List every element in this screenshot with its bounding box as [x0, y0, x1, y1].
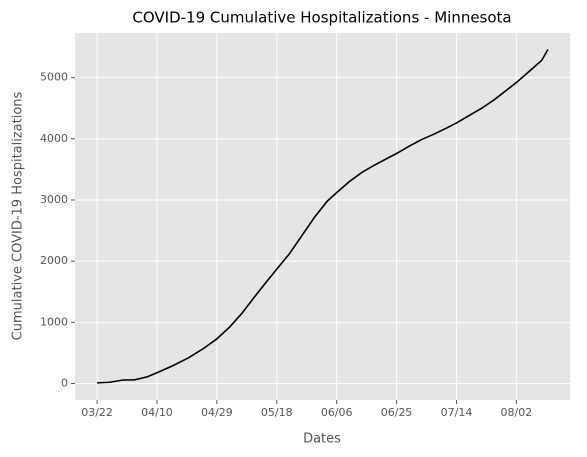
y-axis-label: Cumulative COVID-19 Hospitalizations — [11, 91, 26, 340]
y-tick-label: 1000 — [40, 315, 68, 328]
x-tick-label: 06/25 — [381, 406, 413, 419]
x-tick-label: 04/29 — [201, 406, 233, 419]
y-tick-label: 4000 — [40, 132, 68, 145]
y-tick-label: 3000 — [40, 193, 68, 206]
chart-title: COVID-19 Cumulative Hospitalizations - M… — [132, 9, 511, 27]
line — [97, 49, 549, 384]
x-tick-label: 08/02 — [501, 406, 533, 419]
x-tick-label: 06/06 — [321, 406, 353, 419]
x-tick-label: 05/18 — [261, 406, 293, 419]
y-tick-label: 2000 — [40, 254, 68, 267]
y-tick-label: 0 — [61, 376, 68, 389]
x-tick-label: 03/22 — [81, 406, 113, 419]
x-axis-label: Dates — [303, 432, 341, 447]
y-tick-label: 5000 — [40, 71, 68, 84]
plot-background — [75, 33, 570, 400]
x-tick-label: 07/14 — [441, 406, 473, 419]
x-tick-label: 04/10 — [141, 406, 173, 419]
